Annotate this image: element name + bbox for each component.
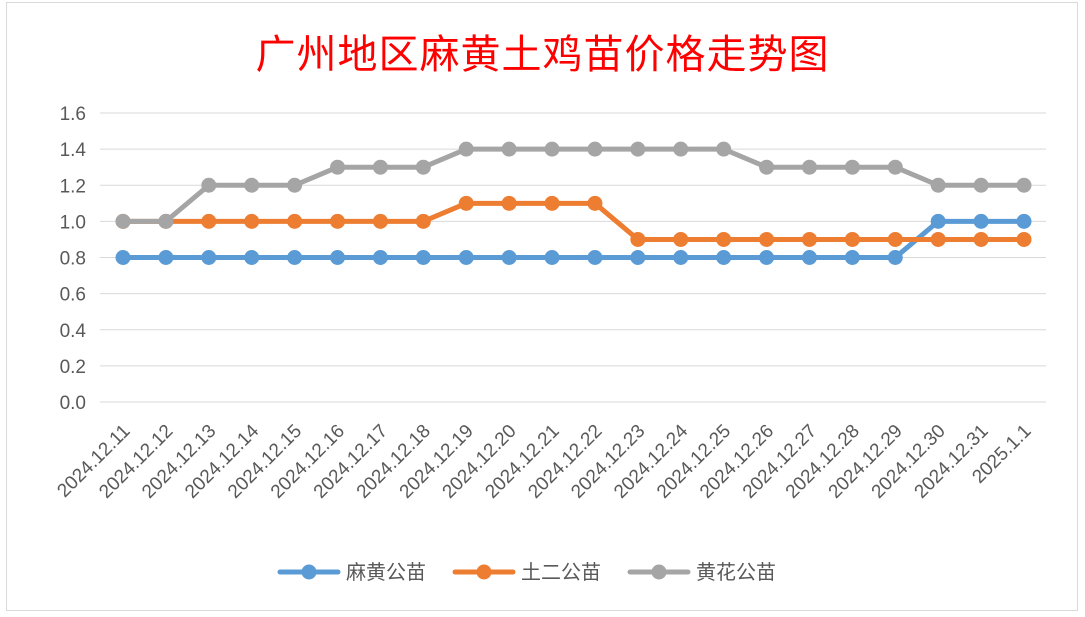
data-point — [1016, 213, 1032, 229]
data-point — [759, 250, 775, 265]
y-tick-label: 1.0 — [60, 212, 86, 233]
legend-marker — [301, 564, 317, 580]
data-point — [716, 250, 732, 265]
y-tick-label: 0.2 — [60, 357, 86, 378]
data-point — [287, 213, 303, 229]
data-point — [115, 250, 131, 265]
data-point — [673, 141, 689, 157]
data-point — [801, 159, 817, 175]
data-point — [501, 195, 517, 211]
legend-marker — [651, 564, 667, 580]
data-point — [158, 213, 174, 229]
data-point — [330, 159, 346, 175]
data-point — [930, 213, 946, 229]
chart-title: 广州地区麻黄土鸡苗价格走势图 — [255, 32, 830, 78]
data-point — [244, 250, 260, 265]
series-line — [120, 146, 1027, 224]
y-axis-ticks: 0.0 0.2 0.4 0.6 0.8 1.0 1.2 1.4 1.6 — [60, 104, 87, 414]
data-point — [630, 141, 646, 157]
data-point — [415, 213, 431, 229]
data-point — [973, 213, 989, 229]
series-line — [120, 200, 1027, 242]
data-point — [587, 250, 603, 265]
data-point — [458, 250, 474, 265]
data-point — [587, 141, 603, 157]
data-point — [930, 177, 946, 193]
data-point — [201, 213, 217, 229]
data-point — [844, 159, 860, 175]
data-point — [716, 141, 732, 157]
data-point — [244, 177, 260, 193]
data-point — [330, 213, 346, 229]
y-tick-label: 0.8 — [60, 249, 86, 270]
data-point — [673, 231, 689, 247]
data-point — [673, 250, 689, 265]
series-3 — [115, 141, 1032, 229]
data-point — [458, 195, 474, 211]
data-point — [844, 250, 860, 265]
data-point — [287, 177, 303, 193]
data-point — [930, 231, 946, 247]
data-point — [630, 231, 646, 247]
data-point — [973, 177, 989, 193]
data-point — [287, 250, 303, 265]
legend-label: 麻黄公苗 — [346, 560, 426, 584]
data-point — [630, 250, 646, 265]
data-point — [115, 213, 131, 229]
data-point — [973, 231, 989, 247]
data-point — [844, 231, 860, 247]
legend: 麻黄公苗 土二公苗 黄花公苗 — [277, 560, 776, 584]
data-point — [801, 231, 817, 247]
legend-item: 麻黄公苗 — [277, 560, 426, 584]
data-point — [372, 213, 388, 229]
y-tick-label: 1.4 — [60, 140, 87, 161]
legend-item: 土二公苗 — [452, 560, 601, 584]
data-point — [716, 231, 732, 247]
data-point — [372, 250, 388, 265]
data-point — [544, 250, 560, 265]
legend-label: 黄花公苗 — [696, 560, 776, 584]
data-point — [887, 231, 903, 247]
y-tick-label: 0.6 — [60, 285, 86, 306]
data-point — [587, 195, 603, 211]
series-line — [120, 218, 1027, 260]
data-point — [244, 213, 260, 229]
y-tick-label: 1.2 — [60, 176, 86, 197]
data-point — [201, 177, 217, 193]
data-point — [501, 250, 517, 265]
y-tick-label: 0.4 — [60, 321, 87, 342]
data-point — [330, 250, 346, 265]
legend-marker — [476, 564, 492, 580]
data-point — [158, 250, 174, 265]
data-point — [544, 195, 560, 211]
y-tick-label: 1.6 — [60, 104, 86, 125]
data-point — [759, 231, 775, 247]
data-point — [1016, 231, 1032, 247]
data-point — [415, 250, 431, 265]
data-point — [501, 141, 517, 157]
data-point — [1016, 177, 1032, 193]
data-point — [201, 250, 217, 265]
data-point — [887, 250, 903, 265]
series-1 — [115, 213, 1032, 265]
data-point — [372, 159, 388, 175]
data-point — [458, 141, 474, 157]
data-point — [801, 250, 817, 265]
series-group — [115, 141, 1032, 265]
chart-frame — [6, 2, 1078, 611]
data-point — [415, 159, 431, 175]
legend-label: 土二公苗 — [521, 560, 601, 584]
data-point — [544, 141, 560, 157]
legend-item: 黄花公苗 — [627, 560, 776, 584]
y-tick-label: 0.0 — [60, 393, 86, 414]
data-point — [887, 159, 903, 175]
data-point — [759, 159, 775, 175]
x-axis-ticks: 2024.12.112024.12.122024.12.132024.12.14… — [53, 420, 1035, 502]
